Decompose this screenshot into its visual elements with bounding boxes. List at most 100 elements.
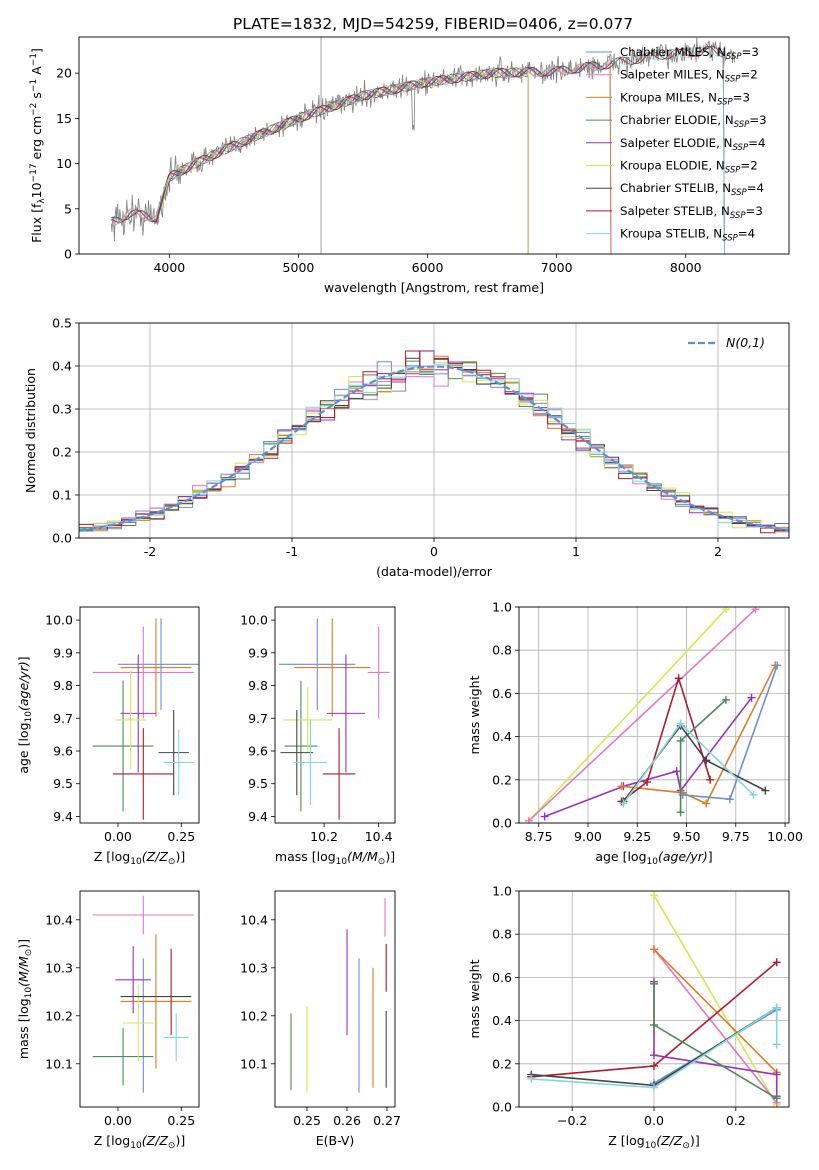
- legend-label: Kroupa STELIB, NSSP=4: [620, 227, 755, 244]
- normal-curve: [79, 365, 789, 532]
- histogram-series: [79, 361, 789, 533]
- x-axis-label: Z [log10(Z/Z⊙)]: [94, 849, 185, 867]
- axes-weight_vs_Z: −0.2 0.0 0.2 0.0 0.2 0.4 0.6 0.8 1.0 Z [log10(Z/Z…: [467, 884, 790, 1151]
- x-axis-label-part: Z [log: [94, 849, 130, 864]
- axes-frame: [274, 606, 396, 824]
- weight-series: [528, 608, 727, 822]
- x-axis-label-part: )]: [385, 849, 395, 864]
- weight-point: [772, 1070, 781, 1079]
- y-axis-label: age [log10(age/yr)]: [16, 656, 34, 773]
- y-axis-label-part: s: [29, 92, 44, 103]
- weight-point: [674, 674, 683, 683]
- weight-point: [772, 1040, 781, 1049]
- x-tick-label: -1: [286, 544, 298, 559]
- y-tick-label: 5: [64, 201, 72, 216]
- weight-point: [650, 979, 658, 988]
- weight-point: [749, 790, 758, 799]
- x-axis-label-part: ⊙: [168, 857, 176, 867]
- x-axis-label: E(B-V): [316, 1133, 355, 1148]
- x-axis-label-part: Z [log: [94, 1133, 130, 1148]
- x-tick-label: 9.50: [673, 829, 701, 844]
- y-tick-label: 9.8: [53, 678, 73, 693]
- axes-frame: [78, 322, 790, 539]
- y-axis-label-part: (age/yr): [16, 661, 31, 711]
- legend-label-text: Chabrier ELODIE, N: [620, 113, 734, 127]
- legend-label: Salpeter ELODIE, NSSP=4: [620, 136, 765, 153]
- spectrum-model-line: [111, 45, 725, 254]
- legend-label: N(0,1): [726, 335, 765, 350]
- weight-point: [772, 1003, 781, 1012]
- weight-point: [650, 1083, 658, 1092]
- legend-label: Salpeter MILES, NSSP=2: [620, 68, 758, 85]
- y-tick-label: 10.3: [45, 960, 73, 975]
- y-tick-label: 10.1: [45, 1056, 73, 1071]
- legend-label: Kroupa ELODIE, NSSP=2: [620, 159, 758, 176]
- y-tick-label: 20: [56, 66, 72, 81]
- weight-series: [682, 665, 778, 801]
- weight-series: [653, 894, 778, 1106]
- y-tick-label: 9.9: [53, 645, 73, 660]
- y-tick-label: 10.3: [240, 960, 268, 975]
- legend-label-value: =4: [738, 227, 755, 241]
- x-axis-label-part: )]: [175, 1133, 185, 1148]
- legend-label-sub: SSP: [730, 211, 746, 221]
- x-axis-label-part: 10: [645, 1141, 657, 1151]
- y-tick-label: 9.5: [248, 776, 268, 791]
- y-axis-label-part: mass [log: [16, 998, 31, 1059]
- weight-point: [650, 1061, 658, 1070]
- y-tick-label: 0.0: [52, 531, 72, 546]
- y-tick-label: 10.0: [240, 613, 268, 628]
- x-tick-label: 8.75: [525, 829, 553, 844]
- weight-point: [650, 891, 658, 900]
- plot-area: [92, 618, 199, 820]
- x-tick-label: 0.00: [104, 829, 132, 844]
- weight-series: [653, 948, 778, 1104]
- y-axis-label-part: −17: [29, 163, 39, 182]
- y-tick-label: 9.8: [248, 678, 268, 693]
- x-axis-label-part: E(B-V): [316, 1133, 355, 1148]
- x-tick-label: 0.25: [167, 1113, 195, 1128]
- x-tick-label: 2: [714, 544, 722, 559]
- weight-series: [528, 608, 757, 822]
- x-axis-label: wavelength [Angstrom, rest frame]: [324, 280, 544, 295]
- axes-frame: [518, 890, 790, 1108]
- x-tick-label: −0.2: [557, 1113, 587, 1128]
- weight-point: [772, 1094, 781, 1103]
- legend-label-text: Salpeter MILES, N: [620, 68, 725, 82]
- y-axis-label-part: 10: [24, 711, 34, 723]
- y-axis-label-part: age [log: [16, 722, 31, 773]
- plot-area: [524, 607, 782, 823]
- y-axis-label-part: ]: [29, 48, 44, 53]
- y-tick-label: 9.7: [248, 711, 268, 726]
- axes-weight_vs_age: 8.75 9.00 9.25 9.50 9.75 10.00 0.0 0.2 0.4 0.6 0.8…: [467, 600, 803, 868]
- y-axis-label-part: 10: [29, 182, 44, 198]
- axes-spectrum: 4000 5000 6000 7000 8000 0 5 10 15 20 wavelength […: [29, 36, 790, 295]
- y-tick-label: 0.2: [492, 1056, 512, 1071]
- x-axis-label-part: ⊙: [168, 1141, 176, 1151]
- y-tick-label: 1.0: [492, 884, 512, 899]
- x-tick-label: 8000: [670, 260, 702, 275]
- x-axis-label: Z [log10(Z/Z⊙)]: [608, 1133, 699, 1151]
- x-axis-label-part: (Z/Z: [656, 1133, 683, 1148]
- x-tick-label: 0.0: [644, 1113, 664, 1128]
- legend-label-sub: SSP: [725, 166, 741, 176]
- x-tick-label: 9.00: [574, 829, 602, 844]
- y-tick-label: 9.6: [53, 744, 73, 759]
- legend-label-sub: SSP: [722, 234, 738, 244]
- y-tick-label: 0.4: [492, 729, 512, 744]
- x-axis-label-part: mass [log: [275, 849, 336, 864]
- x-tick-label: -2: [144, 544, 156, 559]
- legend-label: Chabrier STELIB, NSSP=4: [620, 181, 764, 198]
- legend-label: Chabrier MILES, NSSP=3: [620, 45, 759, 62]
- x-axis-label-part: (Z/Z: [142, 849, 169, 864]
- axes-frame: [274, 890, 396, 1108]
- plot-area: [290, 898, 387, 1093]
- legend-label: Salpeter STELIB, NSSP=3: [620, 204, 763, 221]
- x-tick-label: 0.26: [333, 1113, 361, 1128]
- weight-series: [621, 664, 776, 805]
- x-axis-label-part: ⊙: [378, 857, 386, 867]
- spectrum-model-line: [156, 67, 529, 254]
- legend-label-text: Salpeter ELODIE, N: [620, 136, 732, 150]
- x-axis-label-part: (M/M: [347, 849, 378, 864]
